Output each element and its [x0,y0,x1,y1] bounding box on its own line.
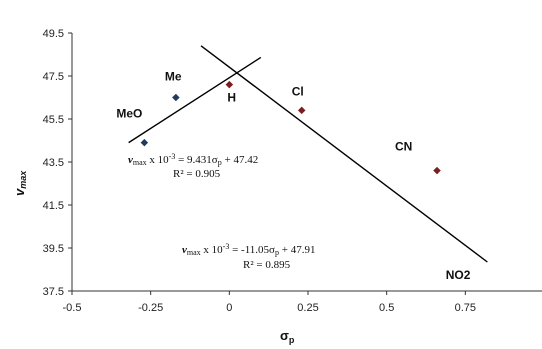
eq2-times: x 10 [201,244,224,256]
trendline-1-equation: vmax x 10-3 = 9.431σp + 47.42 R² = 0.905 [128,152,258,180]
x-tick-label: 0.75 [455,302,476,314]
x-axis-title-sub: p [289,335,295,345]
point-label-h: H [227,91,236,105]
y-axis-title: vmax [12,170,28,196]
trendline-1 [128,56,262,144]
y-tick-label: 37.5 [43,286,64,298]
point-label-me: Me [165,70,182,84]
y-tick-label: 45.5 [43,114,64,126]
eq1-max: max [133,158,147,167]
equation-2-r2: R² = 0.895 [243,259,291,271]
trendline-2 [200,45,488,263]
y-tick-label: 39.5 [43,243,64,255]
data-point-cn [433,166,441,175]
eq2-sub: p [275,248,279,257]
x-tick-label: 0 [226,302,232,314]
x-tick-label: 0.5 [379,302,394,314]
point-label-cl: Cl [292,84,304,98]
y-tick-label: 49.5 [43,28,64,40]
x-axis-title: σp [280,328,295,345]
x-tick-label: -0.25 [138,302,163,314]
point-label-no2: NO2 [446,268,471,282]
data-point-me [171,93,180,102]
eq1-sub: p [218,158,222,167]
eq2-tail: + 47.91 [279,244,315,256]
x-ticks: -0.5 -0.25 0 0.25 0.5 0.75 [63,291,476,314]
eq2-exp: -3 [223,242,230,251]
eq1-body: = 9.431σ [175,154,217,166]
data-point-cl [297,106,306,115]
trendline-2-equation: vmax x 10-3 = -11.05σp + 47.91 R² = 0.89… [182,242,315,271]
eq1-times: x 10 [147,154,170,166]
eq2-max: max [187,248,201,257]
point-label-cn: CN [395,140,412,154]
y-ticks: 37.5 39.5 41.5 43.5 45.5 47.5 49.5 [43,28,72,298]
y-axis-title-sub: max [18,170,28,189]
point-label-meo: MeO [116,107,142,121]
y-tick-label: 47.5 [43,71,64,83]
equation-1-r2: R² = 0.905 [173,168,221,180]
x-axis-title-main: σ [280,328,289,343]
eq2-body: = -11.05σ [229,244,275,256]
point-labels: MeO Me H Cl CN NO2 [116,70,470,282]
trendlines [128,45,488,263]
y-tick-label: 43.5 [43,157,64,169]
equation-2: vmax x 10-3 = -11.05σp + 47.91 [182,242,315,257]
eq1-v: v [128,154,133,166]
y-tick-label: 41.5 [43,200,64,212]
points [140,80,441,175]
x-tick-label: 0.25 [297,302,318,314]
eq1-tail: + 47.42 [222,154,258,166]
eq1-exp: -3 [169,152,176,161]
data-point-meo [140,138,149,147]
equation-1: vmax x 10-3 = 9.431σp + 47.42 [128,152,258,167]
eq2-v: v [182,244,187,256]
y-axis-title-main: v [12,188,27,196]
data-point-h [225,80,234,89]
x-tick-label: -0.5 [63,302,82,314]
